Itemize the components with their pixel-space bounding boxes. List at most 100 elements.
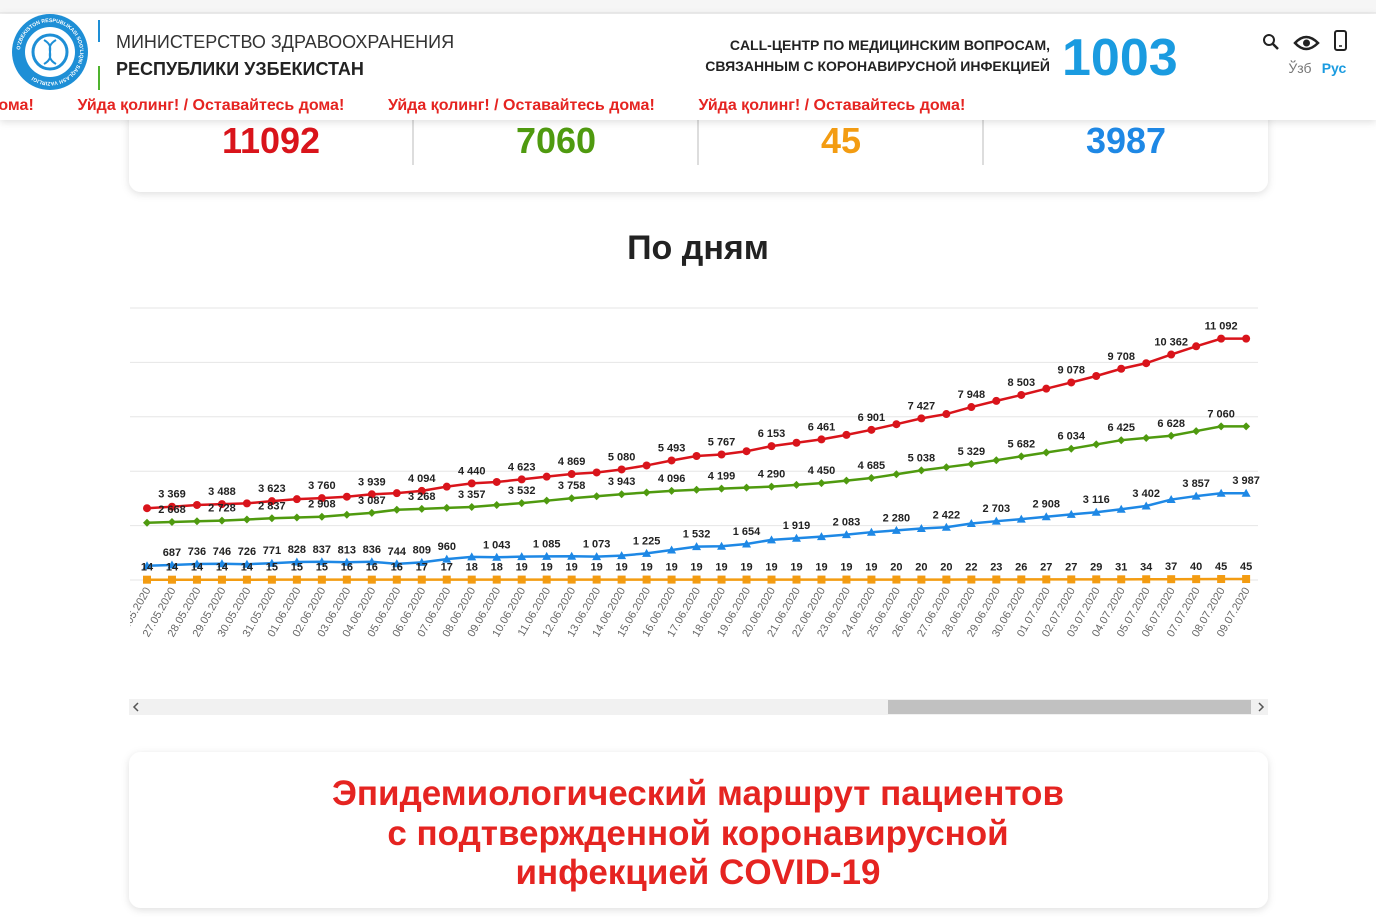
point: [517, 475, 526, 484]
chart-title: По дням: [627, 229, 769, 267]
data-label: 3 268: [408, 491, 436, 503]
phone-number[interactable]: 1003: [1062, 29, 1178, 87]
route-title: Эпидемиологический маршрут пациентов: [332, 774, 1064, 813]
point: [542, 575, 551, 584]
point: [167, 575, 176, 584]
point: [1116, 504, 1126, 513]
data-label: 19: [815, 562, 827, 574]
point: [767, 442, 776, 451]
data-label: 9 078: [1057, 364, 1085, 376]
data-label: 11 092: [1205, 321, 1238, 333]
data-label: 20: [940, 562, 952, 574]
data-label: 687: [163, 547, 181, 559]
point: [392, 559, 402, 568]
data-label: 16: [341, 562, 353, 574]
point: [592, 492, 601, 501]
point: [267, 514, 276, 523]
point: [617, 465, 626, 474]
data-label: 5 038: [908, 452, 936, 464]
point: [1042, 384, 1051, 393]
ticker-item: Уйда қолинг! / Оставайтесь дома!: [78, 97, 345, 114]
data-label: 2 422: [933, 509, 961, 521]
point: [267, 558, 277, 567]
point: [292, 575, 301, 584]
ticker-item: Уйда қолинг! / Оставайтесь дома!: [699, 97, 966, 114]
lang-link[interactable]: Рус: [1322, 60, 1347, 76]
point: [767, 535, 776, 544]
point: [642, 488, 651, 497]
point: [742, 483, 751, 492]
data-label: 19: [516, 562, 528, 574]
point: [467, 552, 477, 561]
point: [542, 496, 551, 505]
point: [143, 575, 151, 584]
route-card[interactable]: Эпидемиологический маршрут пациентов с п…: [129, 752, 1268, 908]
scroll-thumb[interactable]: [888, 700, 1251, 714]
point: [942, 575, 951, 584]
logo[interactable]: O'ZBEKISTON RESPUBLIKASI SOG'LIQNI SAQLA…: [12, 14, 88, 90]
point: [517, 552, 527, 561]
point: [417, 504, 426, 513]
point: [542, 551, 552, 560]
point: [492, 501, 501, 510]
mobile-icon[interactable]: [1334, 30, 1347, 51]
data-label: 3 402: [1132, 488, 1160, 500]
scroll-left[interactable]: [132, 702, 139, 712]
data-label: 19: [541, 562, 553, 574]
point: [167, 560, 177, 569]
data-label: 6 461: [808, 421, 836, 433]
point: [392, 575, 401, 584]
call-center: СВЯЗАННЫМ С КОРОНАВИРУСНОЙ ИНФЕКЦИЕЙ: [705, 57, 1050, 74]
data-label: 3 116: [1083, 494, 1110, 506]
data-label: 18: [466, 562, 478, 574]
data-label: 4 450: [808, 465, 836, 477]
point: [217, 516, 226, 525]
data-label: 3 532: [508, 485, 536, 497]
point: [1016, 514, 1026, 523]
data-label: 4 623: [508, 461, 536, 473]
point: [967, 460, 976, 469]
point: [941, 522, 951, 531]
point: [242, 515, 251, 524]
data-label: 45: [1215, 561, 1227, 573]
search-icon[interactable]: [1263, 34, 1279, 50]
point: [1242, 334, 1251, 343]
point: [1167, 350, 1176, 359]
scroll-right[interactable]: [1258, 702, 1265, 712]
point: [1092, 440, 1101, 449]
point: [692, 485, 701, 494]
call-center: CALL-ЦЕНТР ПО МЕДИЦИНСКИМ ВОПРОСАМ,: [730, 37, 1050, 53]
point: [1117, 364, 1126, 373]
lang-link[interactable]: Ўзб: [1288, 59, 1311, 76]
data-label: 1 532: [683, 529, 711, 541]
data-label: 27: [1040, 561, 1052, 573]
point: [292, 513, 301, 522]
data-label: 19: [740, 562, 752, 574]
point: [692, 575, 701, 584]
point: [817, 479, 826, 488]
top-strip: [0, 0, 1376, 13]
ministry-name: МИНИСТЕРСТВО ЗДРАВООХРАНЕНИЯ: [116, 32, 454, 52]
point: [467, 479, 476, 488]
data-label: 836: [363, 544, 381, 556]
data-label: 5 493: [658, 442, 686, 454]
point: [717, 450, 726, 459]
route-title: инфекцией COVID-19: [516, 853, 881, 892]
point: [917, 466, 926, 475]
data-label: 29: [1090, 561, 1102, 573]
data-label: 3 943: [608, 476, 636, 488]
point: [367, 490, 376, 499]
point: [317, 512, 326, 521]
data-label: 1 073: [583, 539, 611, 551]
point: [1142, 359, 1151, 368]
point: [692, 451, 701, 460]
header-bg: [0, 14, 1376, 120]
eye-icon[interactable]: [1293, 35, 1320, 51]
scrollbar[interactable]: [129, 699, 1268, 715]
point: [392, 489, 401, 498]
point: [317, 575, 326, 584]
point: [1067, 378, 1076, 387]
point: [966, 518, 976, 527]
point: [517, 499, 526, 508]
